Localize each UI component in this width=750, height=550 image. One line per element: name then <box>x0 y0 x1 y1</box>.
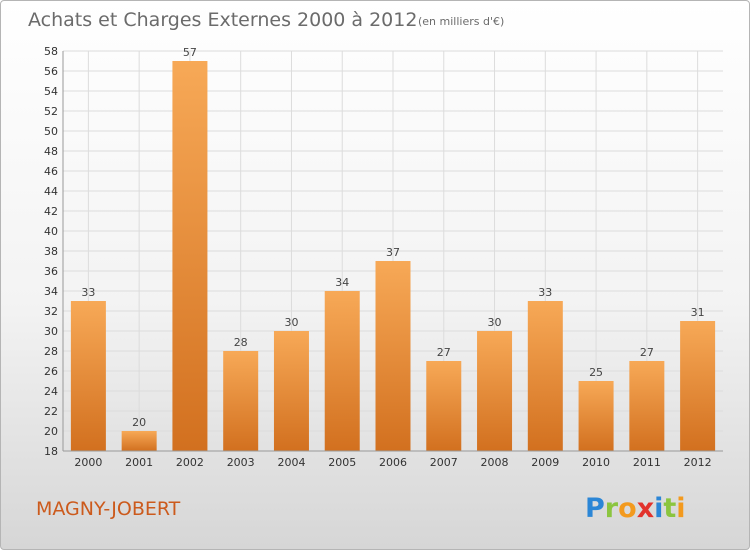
x-tick-label: 2009 <box>531 456 559 469</box>
y-tick-label: 24 <box>44 385 58 398</box>
bar-value-label: 28 <box>234 336 248 349</box>
x-tick-label: 2005 <box>328 456 356 469</box>
proxiti-logo: Proxiti <box>585 493 686 524</box>
bar-value-label: 34 <box>335 276 349 289</box>
bar-value-label: 33 <box>538 286 552 299</box>
bar-value-label: 25 <box>589 366 603 379</box>
bar <box>172 61 208 451</box>
x-tick-label: 2004 <box>277 456 305 469</box>
x-tick-label: 2002 <box>176 456 204 469</box>
bar <box>426 361 462 451</box>
bars: 33 20 57 28 30 34 37 27 30 33 25 27 31 <box>70 46 716 451</box>
bar-value-label: 37 <box>386 246 400 259</box>
y-tick-label: 56 <box>44 65 58 78</box>
x-tick-label: 2010 <box>582 456 610 469</box>
y-tick-label: 22 <box>44 405 58 418</box>
bar <box>527 301 563 451</box>
bar <box>629 361 665 451</box>
bar-value-label: 57 <box>183 46 197 59</box>
y-tick-label: 20 <box>44 425 58 438</box>
x-tick-label: 2008 <box>481 456 509 469</box>
bar-value-label: 20 <box>132 416 146 429</box>
x-tick-label: 2001 <box>125 456 153 469</box>
bar-value-label: 33 <box>81 286 95 299</box>
y-tick-label: 34 <box>44 285 58 298</box>
bar-value-label: 27 <box>640 346 654 359</box>
bar-value-label: 31 <box>691 306 705 319</box>
bar <box>477 331 513 451</box>
y-tick-label: 46 <box>44 165 58 178</box>
commune-name: MAGNY-JOBERT <box>36 498 181 520</box>
bar <box>375 261 411 451</box>
bar <box>273 331 309 451</box>
x-tick-label: 2007 <box>430 456 458 469</box>
proxiti-logo-text: Proxiti <box>585 493 686 524</box>
x-tick-label: 2003 <box>227 456 255 469</box>
bar <box>680 321 716 451</box>
bar <box>121 431 157 451</box>
y-tick-label: 28 <box>44 345 58 358</box>
y-tick-label: 58 <box>44 45 58 58</box>
bar <box>578 381 614 451</box>
y-tick-label: 26 <box>44 365 58 378</box>
x-tick-label: 2006 <box>379 456 407 469</box>
bar <box>223 351 259 451</box>
bar <box>70 301 106 451</box>
bar-value-label: 30 <box>488 316 502 329</box>
y-tick-label: 36 <box>44 265 58 278</box>
bar-value-label: 30 <box>284 316 298 329</box>
x-tick-label: 2000 <box>74 456 102 469</box>
y-tick-label: 54 <box>44 85 58 98</box>
y-tick-label: 52 <box>44 105 58 118</box>
y-tick-label: 42 <box>44 205 58 218</box>
bar-value-label: 27 <box>437 346 451 359</box>
y-tick-label: 44 <box>44 185 58 198</box>
x-tick-label: 2011 <box>633 456 661 469</box>
y-tick-label: 32 <box>44 305 58 318</box>
y-tick-label: 18 <box>44 445 58 458</box>
y-tick-label: 40 <box>44 225 58 238</box>
y-tick-label: 48 <box>44 145 58 158</box>
chart-subtitle: (en milliers d'€) <box>418 15 504 28</box>
chart-title: Achats et Charges Externes 2000 à 2012 <box>28 9 417 31</box>
y-tick-label: 50 <box>44 125 58 138</box>
x-tick-label: 2012 <box>684 456 712 469</box>
y-tick-label: 38 <box>44 245 58 258</box>
y-tick-label: 30 <box>44 325 58 338</box>
bar <box>324 291 360 451</box>
axes: 18 20 22 24 26 28 30 32 34 36 38 40 42 44 46 48 50 52 54 56… <box>44 45 723 469</box>
